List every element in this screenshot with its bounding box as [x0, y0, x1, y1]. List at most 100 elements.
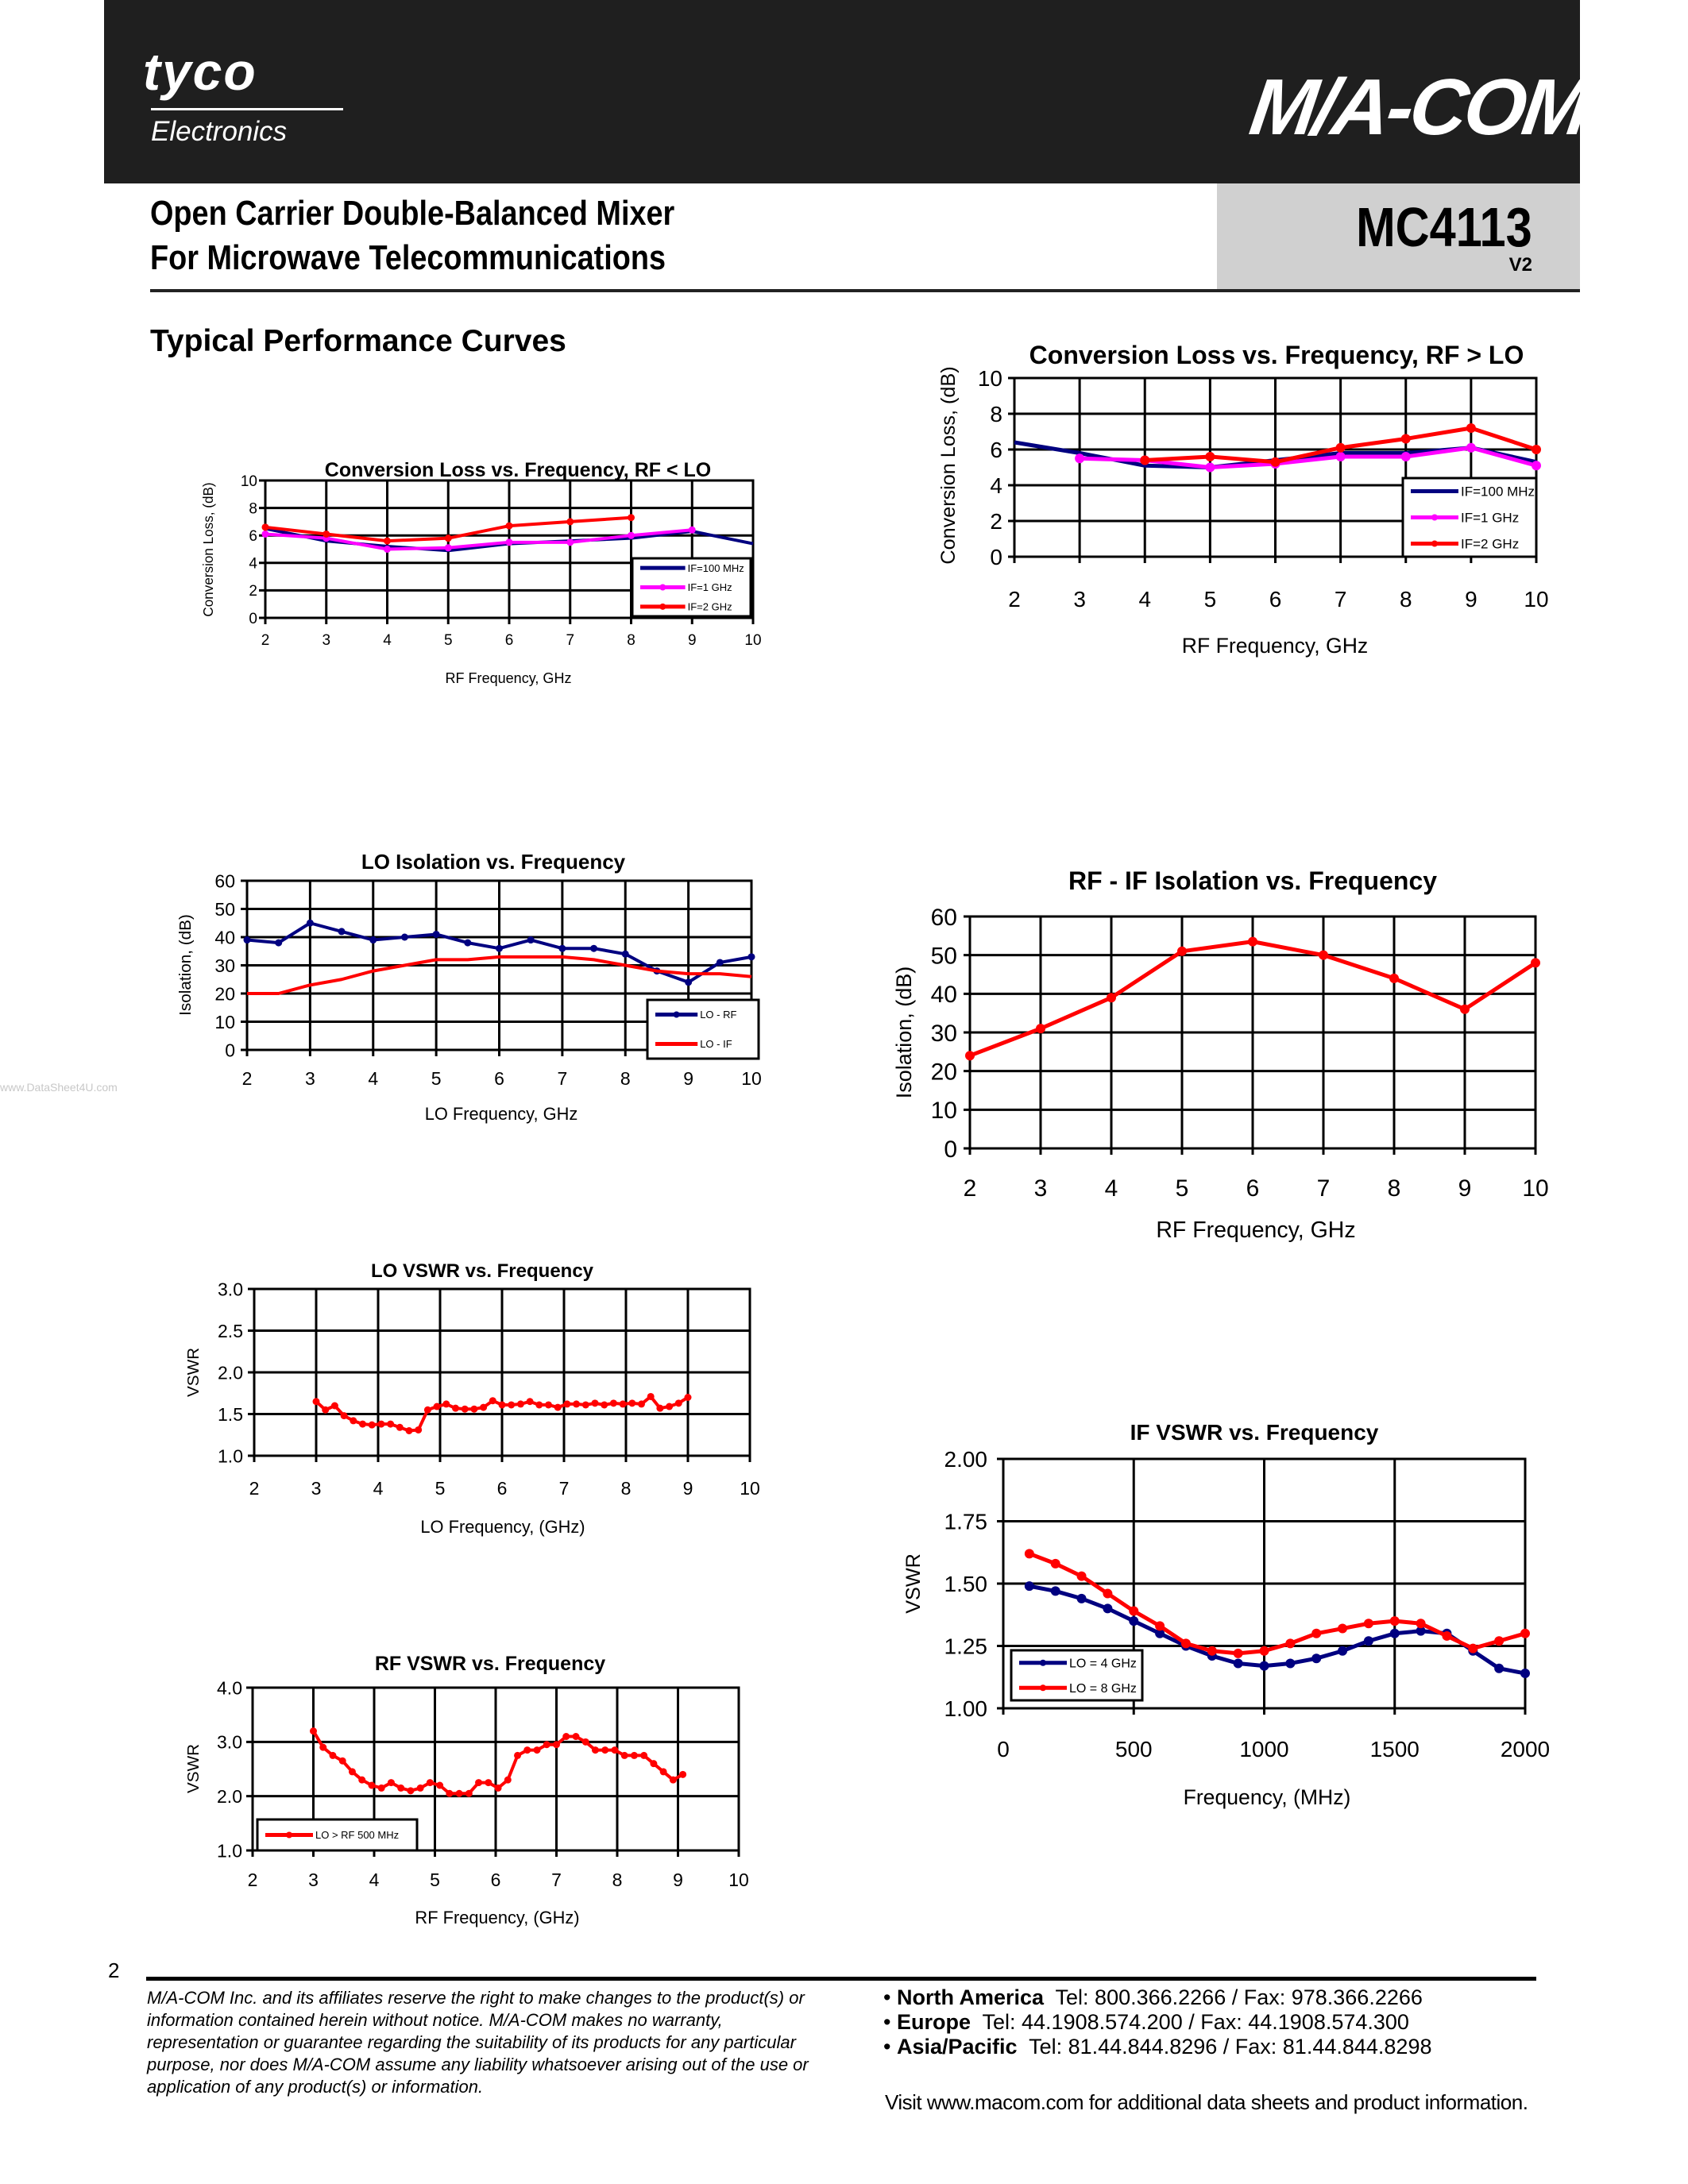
data-point — [1140, 455, 1150, 465]
data-point — [1024, 1581, 1034, 1592]
data-point — [423, 1406, 431, 1414]
y-axis-label: Isolation, (dB) — [176, 914, 195, 1016]
page-number: 2 — [108, 1958, 120, 1982]
header-rule — [150, 289, 1580, 292]
x-tick-label: 8 — [627, 632, 635, 649]
plot-border — [251, 1686, 740, 1852]
data-point — [359, 1420, 366, 1428]
x-axis-label: LO Frequency, GHz — [425, 1104, 578, 1124]
x-tick-label: 5 — [1204, 587, 1217, 612]
data-point — [1270, 457, 1280, 467]
data-point — [498, 1401, 506, 1409]
data-point — [444, 534, 452, 542]
x-tick-label: 2 — [261, 632, 270, 649]
y-tick-label: 60 — [931, 905, 957, 931]
y-tick-label: 40 — [931, 982, 957, 1008]
data-point — [581, 1401, 589, 1409]
data-point — [591, 1399, 599, 1407]
data-point — [1248, 936, 1257, 947]
x-tick-label: 6 — [491, 1870, 501, 1890]
y-tick-label: 0 — [225, 1040, 235, 1060]
series-1 — [312, 1392, 692, 1434]
data-point — [358, 1776, 366, 1784]
y-tick-label: 3.0 — [217, 1732, 242, 1753]
data-point — [684, 1394, 692, 1401]
contact-asia-pacific: • Asia/Pacific Tel: 81.44.844.8296 / Fax… — [883, 2035, 1432, 2059]
data-point — [1416, 1626, 1426, 1636]
data-point — [1036, 1024, 1045, 1034]
data-point — [350, 1417, 357, 1425]
data-point — [1259, 1646, 1269, 1656]
data-point — [1319, 950, 1328, 960]
footer-rule — [146, 1977, 1536, 1981]
data-point — [1285, 1658, 1296, 1669]
y-tick-label: 1.0 — [218, 1445, 243, 1466]
chart-title: Conversion Loss vs. Frequency, RF > LO — [1029, 341, 1524, 369]
x-axis-label: Frequency, (MHz) — [1184, 1785, 1351, 1809]
data-point — [1442, 1630, 1452, 1641]
x-tick-label: 4 — [1105, 1175, 1118, 1202]
data-point — [566, 538, 574, 546]
y-tick-label: 1.00 — [944, 1696, 988, 1721]
data-point — [563, 1400, 571, 1408]
y-tick-label: 8 — [990, 402, 1002, 426]
data-point — [1416, 1619, 1426, 1629]
y-tick-label: 2.5 — [218, 1321, 243, 1341]
data-point — [514, 1751, 522, 1759]
data-point — [433, 1403, 441, 1410]
data-point — [1285, 1638, 1296, 1649]
legend-marker — [286, 1831, 292, 1839]
series-1 — [310, 1727, 687, 1797]
x-axis-label: LO Frequency, (GHz) — [420, 1517, 585, 1537]
x-tick-label: 8 — [621, 1478, 632, 1499]
data-point — [620, 1751, 628, 1759]
data-point — [1460, 1004, 1470, 1014]
x-tick-label: 4 — [383, 632, 392, 649]
x-axis-label: RF Frequency, GHz — [1156, 1217, 1355, 1243]
data-point — [1363, 1619, 1373, 1629]
data-point — [323, 530, 330, 538]
x-tick-label: 10 — [1522, 1175, 1548, 1202]
data-point — [1494, 1636, 1505, 1646]
legend-label: IF=2 GHz — [688, 601, 732, 613]
data-point — [1363, 1636, 1373, 1646]
data-point — [640, 1751, 648, 1759]
data-point — [611, 1746, 619, 1754]
data-point — [656, 1404, 664, 1412]
data-point — [1400, 452, 1411, 461]
x-tick-label: 4 — [373, 1478, 384, 1499]
series-3 — [1140, 423, 1541, 467]
data-point — [261, 523, 269, 531]
data-point — [452, 1404, 459, 1412]
y-tick-label: 1.25 — [944, 1634, 988, 1659]
y-tick-label: 0 — [990, 545, 1002, 569]
data-point — [407, 1787, 415, 1795]
y-tick-label: 8 — [249, 500, 257, 517]
tyco-logo: tyco — [143, 42, 257, 101]
data-point — [1050, 1586, 1060, 1596]
y-tick-label: 2 — [990, 509, 1002, 534]
data-point — [533, 1746, 541, 1754]
contact-europe: • Europe Tel: 44.1908.574.200 / Fax: 44.… — [883, 2010, 1409, 2034]
legend-label: IF=2 GHz — [1461, 537, 1519, 552]
data-point — [369, 936, 377, 944]
y-tick-label: 4.0 — [217, 1677, 242, 1698]
data-point — [669, 1776, 677, 1784]
data-point — [1103, 1588, 1113, 1599]
x-tick-label: 3 — [1073, 587, 1086, 612]
x-tick-label: 4 — [368, 1068, 378, 1089]
y-tick-label: 60 — [214, 870, 235, 891]
y-tick-label: 50 — [214, 899, 235, 920]
y-tick-label: 10 — [978, 366, 1002, 391]
data-point — [405, 1427, 413, 1434]
data-point — [384, 537, 391, 545]
data-point — [747, 953, 755, 961]
legend-marker — [1431, 540, 1438, 547]
data-point — [630, 1751, 638, 1759]
x-tick-label: 3 — [305, 1068, 315, 1089]
data-point — [553, 1741, 560, 1749]
y-tick-label: 30 — [214, 955, 235, 976]
y-tick-label: 20 — [931, 1059, 957, 1085]
